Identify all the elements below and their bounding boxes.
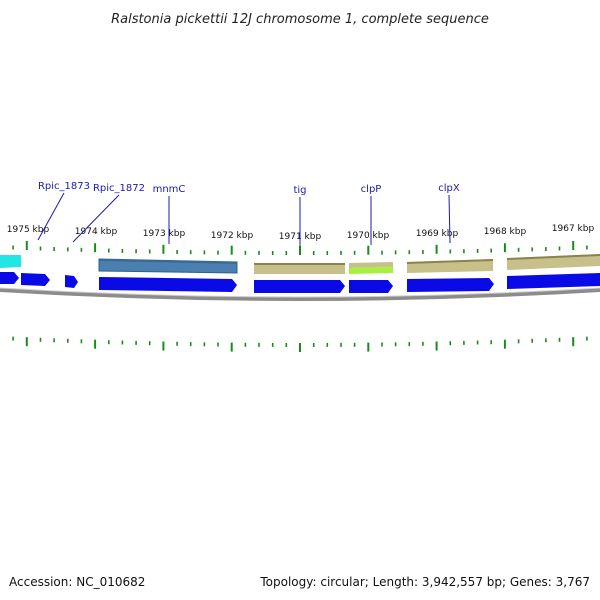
scale-labels: 1975 kbp 1974 kbp 1973 kbp 1972 kbp 1971… [7, 224, 595, 242]
accession-text: Accession: NC_010682 [9, 575, 145, 589]
cds-track [0, 272, 600, 293]
map-title: Ralstonia pickettii 12J chromosome 1, co… [111, 12, 489, 27]
summary-text: Topology: circular; Length: 3,942,557 bp… [259, 575, 590, 589]
gene-label-mnmc[interactable]: mnmC [153, 184, 186, 195]
gene-label-rpic-1873[interactable]: Rpic_1873 [38, 181, 90, 192]
scale-label: 1975 kbp [7, 225, 50, 235]
cds-feature[interactable] [0, 272, 19, 284]
top-tick-ruler [12, 241, 588, 255]
scale-label: 1974 kbp [75, 227, 118, 237]
cds-feature[interactable] [21, 273, 50, 286]
gene-feature[interactable] [0, 255, 21, 268]
cds-feature-clpp[interactable] [349, 280, 393, 293]
scale-label: 1972 kbp [211, 231, 254, 241]
scale-label: 1969 kbp [416, 229, 459, 239]
gene-feature-clpp[interactable] [349, 262, 393, 268]
gene-annotations: Rpic_1873 Rpic_1872 mnmC tig clpP clpX [37, 181, 460, 246]
gene-feature-tig[interactable] [254, 263, 345, 274]
gene-feature-clpp-cds[interactable] [349, 267, 393, 274]
gene-track [0, 254, 600, 274]
scale-label: 1967 kbp [552, 224, 595, 234]
cds-feature-tig[interactable] [254, 280, 345, 293]
gene-feature-shade [254, 263, 345, 265]
gene-label-clpx[interactable]: clpX [438, 183, 460, 194]
gene-feature-shade [99, 259, 237, 264]
cds-feature-mnmc[interactable] [99, 277, 237, 292]
leader-line [448, 194, 451, 244]
bottom-tick-ruler [12, 336, 588, 352]
leader-line [37, 192, 65, 241]
cds-feature-clpx[interactable] [407, 278, 494, 292]
gene-label-clpp[interactable]: clpP [361, 184, 382, 195]
scale-label: 1968 kbp [484, 227, 527, 237]
cds-feature[interactable] [65, 275, 78, 288]
cds-feature[interactable] [507, 273, 600, 289]
scale-label: 1970 kbp [347, 231, 390, 241]
gene-label-tig[interactable]: tig [293, 185, 306, 196]
leader-line [72, 194, 120, 243]
backbone-highlight [0, 287, 600, 298]
gene-feature-shade [407, 259, 493, 264]
gene-label-rpic-1872[interactable]: Rpic_1872 [93, 183, 145, 194]
scale-label: 1973 kbp [143, 229, 186, 239]
gene-feature-shade [507, 254, 600, 260]
backbone-ring [0, 288, 600, 301]
